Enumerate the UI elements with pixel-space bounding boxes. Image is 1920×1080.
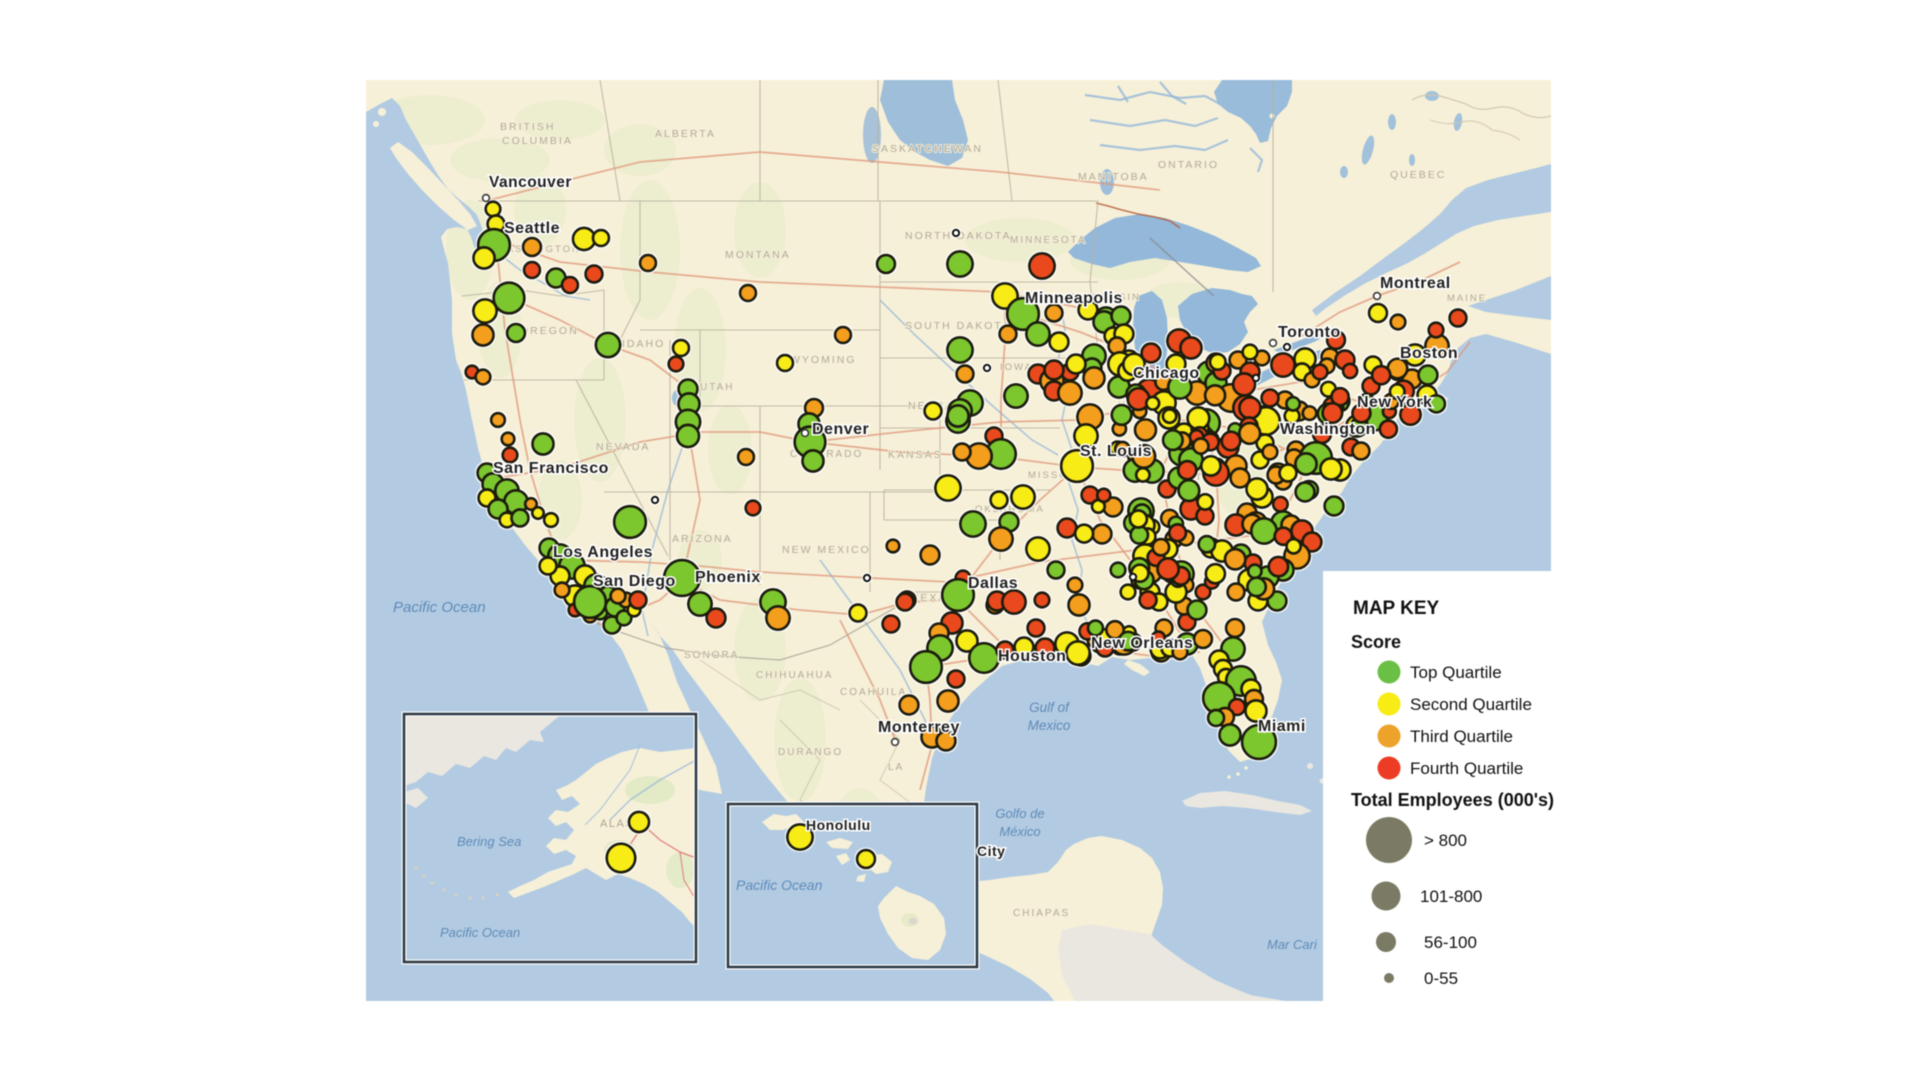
svg-text:ONTARIO: ONTARIO — [1158, 159, 1219, 171]
svg-text:Score: Score — [1351, 632, 1401, 652]
svg-text:Honolulu: Honolulu — [806, 817, 871, 833]
svg-text:New York: New York — [1357, 394, 1432, 411]
svg-text:Phoenix: Phoenix — [695, 569, 761, 586]
svg-text:56-100: 56-100 — [1424, 933, 1477, 952]
svg-text:LA: LA — [888, 762, 904, 773]
svg-text:WYOMING: WYOMING — [790, 354, 857, 366]
svg-text:Mexico: Mexico — [1028, 718, 1071, 733]
svg-text:Top Quartile: Top Quartile — [1410, 663, 1502, 682]
svg-text:NEW MEXICO: NEW MEXICO — [782, 544, 871, 556]
svg-text:Mar Cari: Mar Cari — [1267, 937, 1318, 952]
svg-text:New Orleans: New Orleans — [1091, 635, 1193, 652]
svg-text:Monterrey: Monterrey — [878, 719, 960, 736]
svg-text:IOWA: IOWA — [1000, 362, 1033, 373]
svg-text:OREGON: OREGON — [520, 325, 579, 337]
svg-text:CHIHUAHUA: CHIHUAHUA — [756, 670, 833, 681]
svg-text:ALBERTA: ALBERTA — [655, 128, 716, 140]
svg-text:Denver: Denver — [812, 421, 869, 438]
svg-text:Total Employees (000's): Total Employees (000's) — [1351, 790, 1554, 810]
svg-text:CHIAPAS: CHIAPAS — [1013, 908, 1070, 919]
svg-text:Seattle: Seattle — [504, 220, 560, 237]
svg-text:SOUTH DAKOTA: SOUTH DAKOTA — [905, 320, 1011, 332]
svg-text:Pacific Ocean: Pacific Ocean — [393, 599, 486, 616]
svg-text:ARIZONA: ARIZONA — [672, 533, 733, 545]
svg-text:Boston: Boston — [1400, 345, 1458, 362]
svg-text:St. Louis: St. Louis — [1080, 443, 1152, 460]
svg-text:BRITISH: BRITISH — [500, 121, 555, 133]
svg-text:MANITOBA: MANITOBA — [1078, 171, 1149, 183]
svg-text:> 800: > 800 — [1424, 831, 1467, 850]
svg-text:Minneapolis: Minneapolis — [1025, 290, 1123, 307]
svg-text:COLUMBIA: COLUMBIA — [502, 135, 573, 147]
svg-text:City: City — [977, 843, 1005, 859]
svg-text:Dallas: Dallas — [968, 575, 1018, 592]
svg-text:MONTANA: MONTANA — [725, 249, 791, 261]
svg-text:Houston: Houston — [998, 648, 1066, 665]
svg-text:SONORA: SONORA — [684, 650, 739, 661]
svg-text:KANSAS: KANSAS — [888, 449, 943, 461]
svg-text:Miami: Miami — [1258, 718, 1306, 735]
svg-text:101-800: 101-800 — [1420, 887, 1482, 906]
svg-text:MAP KEY: MAP KEY — [1353, 598, 1440, 619]
svg-text:DURANGO: DURANGO — [778, 747, 843, 758]
svg-text:QUEBEC: QUEBEC — [1390, 169, 1446, 181]
svg-text:MINNESOTA: MINNESOTA — [1010, 235, 1087, 246]
svg-text:Montreal: Montreal — [1380, 275, 1451, 292]
svg-text:Chicago: Chicago — [1133, 365, 1200, 382]
svg-text:Pacific Ocean: Pacific Ocean — [736, 877, 823, 893]
svg-text:Washington: Washington — [1280, 421, 1376, 438]
svg-text:Third Quartile: Third Quartile — [1410, 727, 1513, 746]
svg-text:COAHUILA: COAHUILA — [840, 687, 907, 698]
svg-text:Pacific Ocean: Pacific Ocean — [440, 925, 520, 940]
svg-text:Los Angeles: Los Angeles — [553, 544, 653, 561]
svg-text:Second Quartile: Second Quartile — [1410, 695, 1532, 714]
svg-text:Vancouver: Vancouver — [489, 174, 572, 191]
svg-text:San Francisco: San Francisco — [493, 460, 609, 477]
svg-text:MAINE: MAINE — [1447, 293, 1487, 304]
svg-text:UTAH: UTAH — [700, 382, 734, 393]
svg-text:Bering Sea: Bering Sea — [457, 834, 521, 849]
svg-text:IDAHO: IDAHO — [622, 338, 665, 350]
svg-text:México: México — [999, 824, 1040, 839]
svg-text:Gulf of: Gulf of — [1029, 700, 1070, 715]
svg-text:Golfo de: Golfo de — [995, 806, 1044, 821]
svg-text:Toronto: Toronto — [1278, 324, 1341, 341]
svg-text:NEVADA: NEVADA — [596, 441, 650, 453]
svg-text:Fourth Quartile: Fourth Quartile — [1410, 759, 1523, 778]
svg-text:San Diego: San Diego — [593, 573, 676, 590]
svg-text:0-55: 0-55 — [1424, 969, 1458, 988]
svg-text:SASKATCHEWAN: SASKATCHEWAN — [872, 143, 983, 155]
